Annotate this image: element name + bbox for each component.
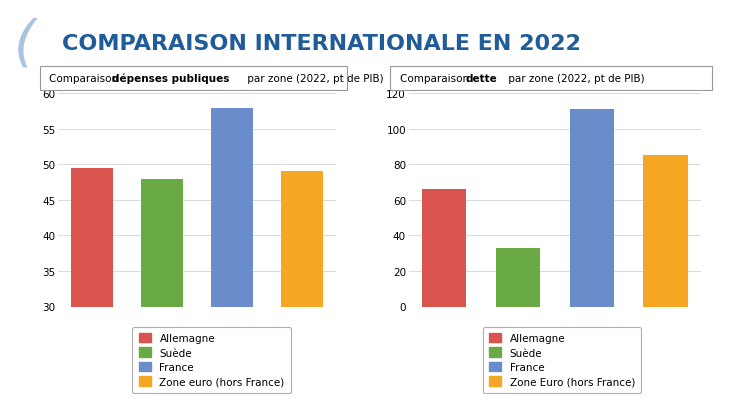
FancyBboxPatch shape [39, 67, 347, 91]
FancyBboxPatch shape [391, 67, 712, 91]
Bar [211, 108, 253, 409]
Text: (: ( [13, 17, 35, 70]
Text: par zone (2022, pt de PIB): par zone (2022, pt de PIB) [244, 74, 383, 84]
Bar [496, 248, 540, 307]
Bar [569, 110, 614, 307]
Bar [281, 172, 323, 409]
Text: dépenses publiques: dépenses publiques [112, 74, 229, 84]
Bar [71, 169, 113, 409]
Bar [422, 190, 466, 307]
Legend: Allemagne, Suède, France, Zone euro (hors France): Allemagne, Suède, France, Zone euro (hor… [132, 327, 291, 393]
Text: COMPARAISON INTERNATIONALE EN 2022: COMPARAISON INTERNATIONALE EN 2022 [62, 34, 581, 54]
Text: Comparaison: Comparaison [49, 74, 121, 84]
Bar [141, 179, 183, 409]
Text: Comparaison: Comparaison [400, 74, 472, 84]
Text: dette: dette [466, 74, 497, 84]
Bar [643, 156, 688, 307]
Legend: Allemagne, Suède, France, Zone Euro (hors France): Allemagne, Suède, France, Zone Euro (hor… [483, 327, 642, 393]
Text: par zone (2022, pt de PIB): par zone (2022, pt de PIB) [505, 74, 645, 84]
